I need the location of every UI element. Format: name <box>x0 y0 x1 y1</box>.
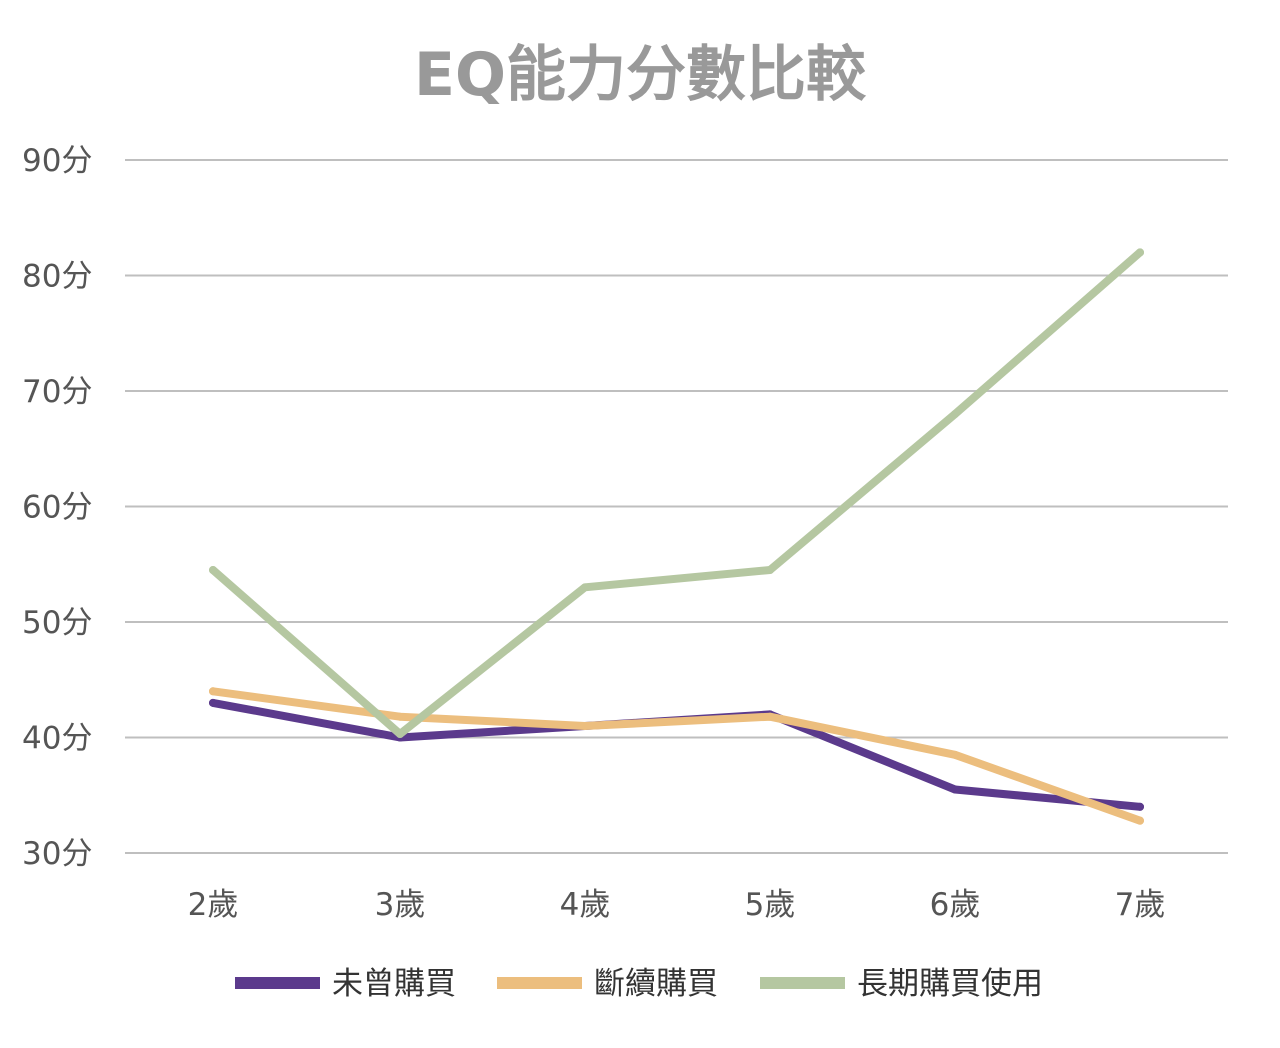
series-line-2 <box>209 687 1144 825</box>
series-line-3 <box>209 248 1144 738</box>
data-point <box>1136 816 1144 825</box>
y-tick-label: 60分 <box>22 490 92 526</box>
y-tick-label: 70分 <box>22 374 92 410</box>
series-layer <box>209 248 1144 825</box>
legend-label: 長期購買使用 <box>857 966 1043 1002</box>
x-tick-label: 7歲 <box>1115 887 1166 923</box>
data-point <box>581 721 589 730</box>
chart-title: EQ能力分數比較 <box>414 40 867 110</box>
data-point <box>396 712 404 721</box>
data-point <box>951 785 959 794</box>
legend-label: 斷續購買 <box>594 966 718 1002</box>
y-tick-label: 90分 <box>22 143 92 179</box>
data-point <box>209 687 217 696</box>
y-tick-label: 80分 <box>22 259 92 295</box>
data-point <box>1136 802 1144 811</box>
data-point <box>209 566 217 575</box>
x-axis-labels: 2歲 3歲 4歲 5歲 6歲 7歲 <box>188 887 1166 923</box>
y-tick-label: 50分 <box>22 605 92 641</box>
y-tick-label: 30分 <box>22 836 92 872</box>
data-point <box>1136 248 1144 257</box>
x-tick-label: 4歲 <box>560 887 611 923</box>
data-point <box>209 698 217 707</box>
data-point <box>766 566 774 575</box>
data-point <box>951 410 959 419</box>
y-tick-label: 40分 <box>22 721 92 757</box>
x-tick-label: 5歲 <box>745 887 796 923</box>
grid-layer <box>125 159 1228 854</box>
data-point <box>951 750 959 759</box>
legend: 未曾購買 斷續購買 長期購買使用 <box>235 966 1043 1002</box>
x-tick-label: 3歲 <box>375 887 426 923</box>
x-tick-label: 6歲 <box>930 887 981 923</box>
y-axis-labels: 30分 40分 50分 60分 70分 80分 90分 <box>22 143 92 872</box>
data-point <box>581 583 589 592</box>
data-point <box>766 712 774 721</box>
x-tick-label: 2歲 <box>188 887 239 923</box>
data-point <box>396 730 404 739</box>
legend-label: 未曾購買 <box>332 966 456 1002</box>
